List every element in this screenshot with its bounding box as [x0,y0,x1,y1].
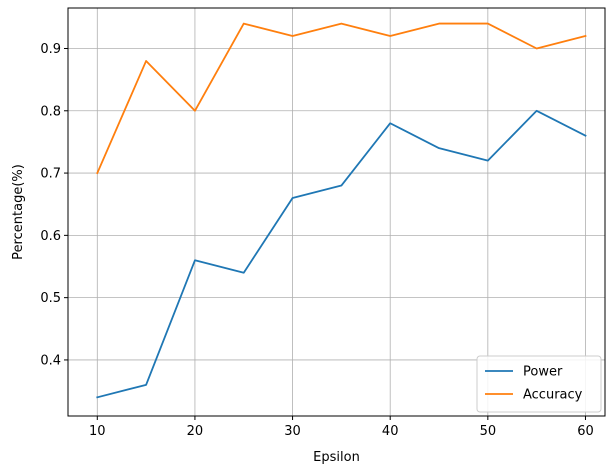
series-lines [96,22,587,399]
series-line-power [96,109,587,399]
y-tick-label: 0.7 [40,167,61,182]
y-tick-label: 0.9 [40,42,61,57]
grid [68,8,605,416]
x-tick-label: 10 [89,424,106,439]
plot-frame [67,7,606,417]
y-axis-label: Percentage(%) [11,164,26,260]
y-tick-label: 0.6 [40,229,61,244]
legend-box [476,355,602,413]
legend-label: Power [523,365,563,380]
x-tick-label: 20 [187,424,204,439]
x-tick-label: 60 [577,424,594,439]
y-tick-label: 0.5 [40,291,61,306]
x-axis-label: Epsilon [313,450,360,465]
x-tick-label: 40 [382,424,399,439]
legend-label: Accuracy [523,388,583,403]
x-tick-label: 50 [480,424,497,439]
series-line-accuracy [96,22,587,175]
legend: Power Accuracy [476,355,602,413]
y-tick-label: 0.4 [40,353,61,368]
y-tick-label: 0.8 [40,104,61,119]
axis-ticks: 10 20 30 40 50 60 0.4 0.5 0.6 0.7 0.8 0.9 [40,42,593,439]
x-tick-label: 30 [284,424,301,439]
